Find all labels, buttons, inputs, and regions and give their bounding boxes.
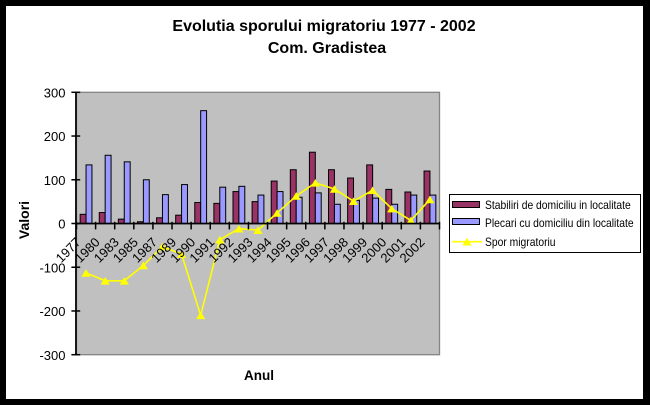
svg-text:-200: -200 xyxy=(39,304,65,319)
svg-text:-100: -100 xyxy=(39,260,65,275)
svg-text:300: 300 xyxy=(44,86,66,101)
svg-text:100: 100 xyxy=(44,173,66,188)
svg-text:-300: -300 xyxy=(39,348,65,363)
svg-text:200: 200 xyxy=(44,129,66,144)
svg-text:0: 0 xyxy=(58,217,65,232)
